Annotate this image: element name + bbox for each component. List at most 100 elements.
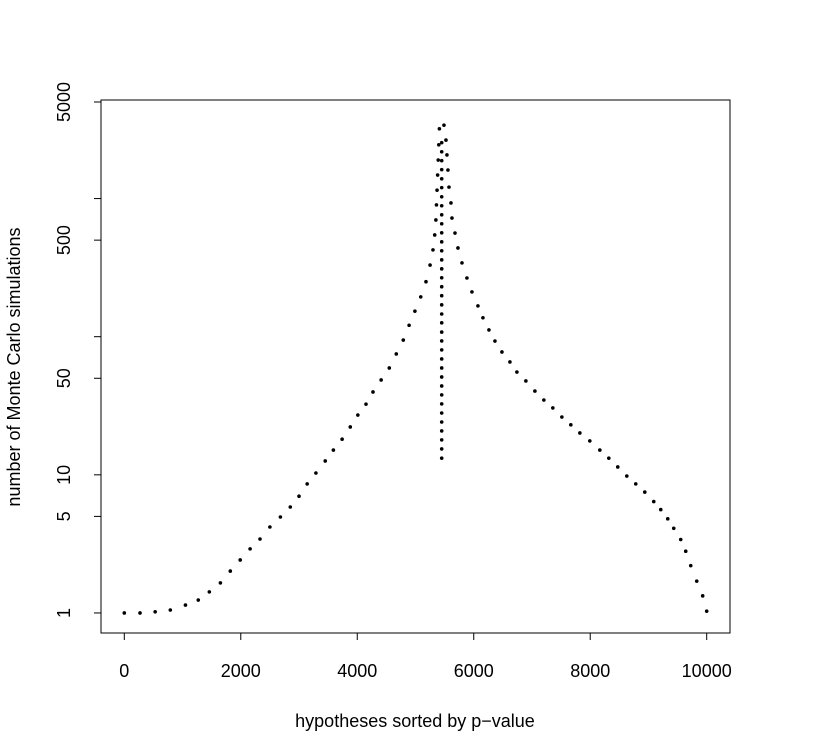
point — [439, 221, 444, 226]
y-tick-label: 5 — [54, 511, 74, 521]
point — [434, 203, 439, 207]
point — [439, 231, 444, 235]
point — [258, 537, 262, 541]
point — [371, 390, 375, 394]
point — [340, 437, 344, 442]
point — [551, 406, 555, 410]
point — [688, 563, 693, 568]
point — [439, 303, 444, 307]
point — [305, 482, 309, 486]
point — [633, 482, 638, 486]
point — [439, 240, 444, 244]
point — [439, 393, 444, 397]
point — [323, 459, 328, 463]
point — [624, 474, 629, 478]
point — [407, 323, 411, 328]
point — [238, 558, 242, 562]
point — [439, 185, 444, 190]
point — [578, 431, 582, 435]
point — [348, 425, 353, 429]
point — [500, 350, 504, 354]
point — [314, 471, 318, 475]
point — [439, 275, 444, 280]
point — [168, 608, 173, 612]
y-tick-label: 1 — [54, 608, 74, 618]
point — [138, 611, 142, 615]
point — [379, 378, 383, 382]
point — [476, 304, 480, 308]
point — [432, 233, 437, 237]
point — [439, 411, 444, 415]
plot-box — [100, 99, 731, 634]
y-tick-label: 5000 — [54, 82, 74, 122]
x-axis-label: hypotheses sorted by p−value — [295, 711, 535, 731]
point — [445, 153, 449, 157]
point — [465, 276, 469, 280]
point — [439, 248, 444, 253]
point — [394, 352, 399, 356]
point — [424, 279, 428, 284]
point — [439, 177, 444, 181]
point — [607, 456, 611, 460]
point — [218, 581, 223, 585]
point — [183, 603, 188, 607]
point — [428, 263, 432, 267]
point — [642, 490, 647, 494]
point — [493, 339, 497, 343]
point — [651, 499, 656, 504]
point — [207, 590, 212, 594]
point — [704, 609, 709, 613]
y-tick-label: 10 — [54, 465, 74, 485]
point — [524, 379, 528, 383]
point — [122, 611, 127, 615]
point — [439, 339, 444, 343]
point — [436, 143, 441, 147]
point — [450, 216, 454, 220]
point — [401, 338, 406, 342]
point — [694, 579, 699, 583]
point — [588, 439, 592, 443]
point — [533, 389, 537, 393]
point — [439, 438, 444, 442]
point — [364, 402, 368, 406]
point — [442, 123, 446, 127]
point — [413, 309, 417, 313]
point — [268, 525, 272, 529]
point — [560, 415, 564, 419]
point — [470, 290, 474, 294]
point — [439, 150, 444, 154]
x-tick-label: 8000 — [570, 661, 610, 681]
point — [481, 316, 485, 320]
x-tick-label: 2000 — [221, 661, 261, 681]
point — [196, 598, 201, 602]
point — [446, 168, 450, 172]
point — [569, 423, 573, 427]
point — [439, 420, 444, 424]
point — [447, 185, 451, 189]
point — [435, 188, 439, 192]
point — [658, 507, 663, 512]
x-tick-label: 4000 — [337, 661, 377, 681]
point — [542, 398, 546, 402]
point — [435, 173, 440, 177]
point — [598, 448, 602, 452]
point — [444, 138, 448, 142]
point — [439, 366, 444, 370]
point — [439, 203, 444, 208]
point — [683, 549, 688, 553]
point — [297, 494, 301, 499]
point — [439, 321, 444, 325]
point — [439, 330, 444, 334]
point — [439, 293, 444, 298]
point — [515, 370, 519, 374]
point — [439, 158, 444, 163]
point — [508, 360, 512, 364]
point — [331, 448, 336, 452]
point — [437, 126, 442, 131]
point — [439, 357, 444, 361]
point — [439, 267, 444, 271]
point — [439, 212, 444, 217]
point — [665, 517, 670, 521]
x-tick-label: 0 — [119, 661, 129, 681]
